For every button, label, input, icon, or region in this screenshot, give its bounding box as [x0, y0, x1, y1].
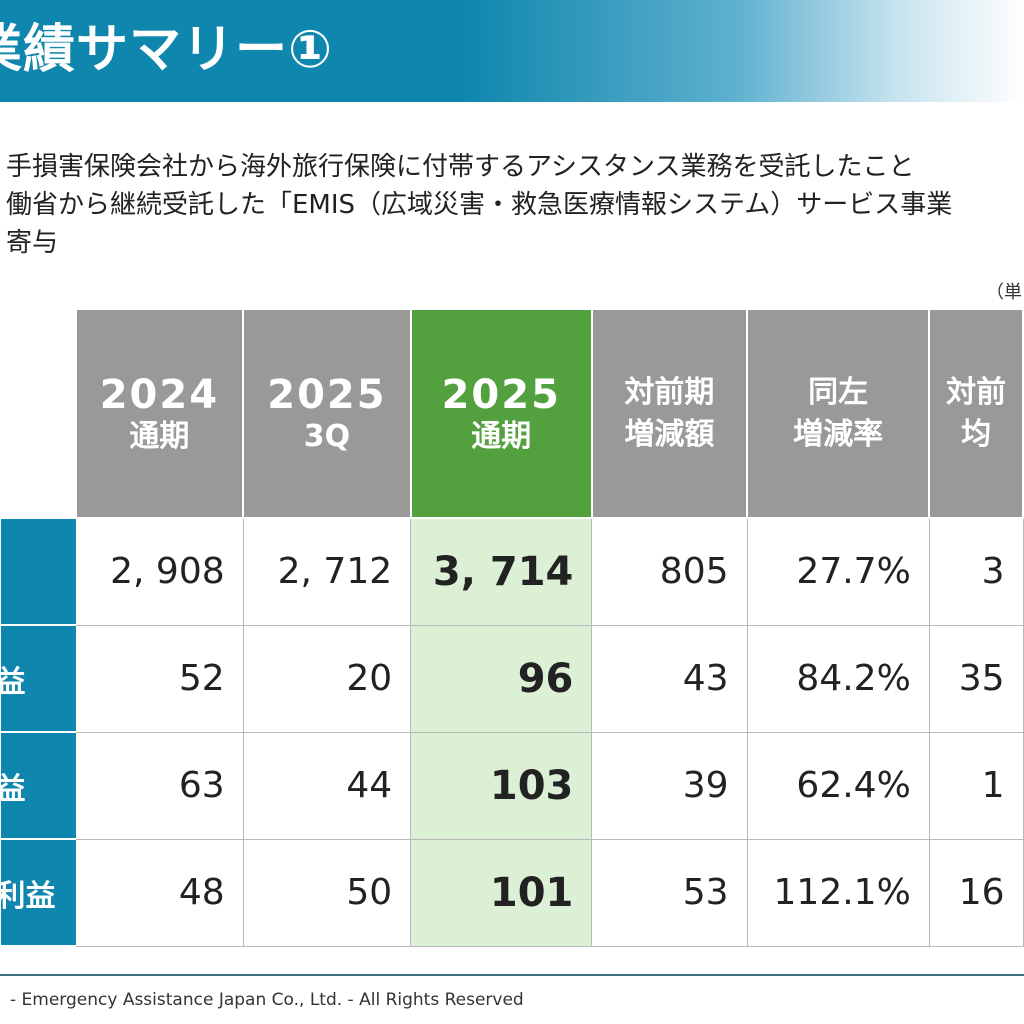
cell-change-rate: 112.1%	[746, 838, 930, 947]
header-year: 2025	[441, 371, 561, 418]
header-line-1: 同左	[808, 374, 869, 410]
cell-2024: 63	[75, 731, 244, 840]
cell-2024: 52	[75, 624, 244, 733]
cell-2024: 2, 908	[75, 517, 244, 626]
header-year: 2024	[99, 371, 220, 418]
header-line-2: 均	[961, 416, 992, 452]
title-banner: 業績サマリー①	[0, 0, 1024, 102]
cell-2025-full-year: 3, 714	[410, 517, 593, 626]
header-truncated-column: 対前 均	[928, 308, 1024, 519]
description-line-1: 手損害保険会社から海外旅行保険に付帯するアシスタンス業務を受託したこと	[6, 152, 915, 182]
cell-2024: 48	[75, 838, 244, 947]
header-line-2: 増減額	[624, 416, 715, 452]
description-line-2: 働省から継続受託した「EMIS（広域災害・救急医療情報システム）サービス事業	[6, 190, 953, 220]
cell-truncated: 35	[928, 624, 1024, 733]
description-line-3: 寄与	[6, 228, 59, 258]
cell-change-amount: 53	[591, 838, 748, 947]
copyright-footer: - Emergency Assistance Japan Co., Ltd. -…	[10, 990, 524, 1010]
cell-truncated: 16	[928, 838, 1024, 947]
row-label	[0, 517, 77, 626]
cell-2025-3q: 20	[242, 624, 412, 733]
table-row: 2, 908 2, 712 3, 714 805 27.7% 3	[0, 517, 1024, 626]
header-line-2: 増減率	[793, 416, 884, 452]
header-2024-full-year: 2024 通期	[74, 308, 245, 519]
header-yoy-change-rate: 同左 増減率	[746, 308, 931, 519]
row-label: 益	[0, 624, 77, 733]
cell-change-amount: 39	[591, 731, 748, 840]
table-row: 益 52 20 96 43 84.2% 35	[0, 624, 1024, 733]
row-label: 益	[0, 731, 77, 840]
cell-2025-3q: 44	[242, 731, 412, 840]
header-period: 通期	[129, 418, 190, 454]
header-line-1: 対前	[946, 374, 1007, 410]
row-label: 利益	[0, 838, 77, 947]
cell-2025-full-year: 96	[410, 624, 593, 733]
summary-table: 2024 通期 2025 3Q 2025 通期 対前期 増減額 同左 増減率	[0, 308, 1024, 947]
cell-truncated: 3	[928, 517, 1024, 626]
table-header-row: 2024 通期 2025 3Q 2025 通期 対前期 増減額 同左 増減率	[0, 308, 1024, 519]
header-period: 3Q	[303, 418, 351, 454]
cell-2025-full-year: 101	[410, 838, 593, 947]
header-year: 2025	[267, 371, 387, 418]
footer-divider	[0, 974, 1024, 976]
header-yoy-change-amount: 対前期 増減額	[590, 308, 749, 519]
unit-note: （単	[986, 282, 1022, 303]
cell-2025-full-year: 103	[410, 731, 593, 840]
cell-2025-3q: 2, 712	[242, 517, 412, 626]
header-2025-3q: 2025 3Q	[242, 308, 412, 519]
cell-change-rate: 84.2%	[746, 624, 930, 733]
header-blank-cell	[0, 308, 77, 519]
table-row: 益 63 44 103 39 62.4% 1	[0, 731, 1024, 840]
header-2025-full-year: 2025 通期	[409, 308, 593, 519]
cell-change-rate: 62.4%	[746, 731, 930, 840]
cell-change-rate: 27.7%	[746, 517, 930, 626]
header-period: 通期	[471, 418, 532, 454]
description-text: 手損害保険会社から海外旅行保険に付帯するアシスタンス業務を受託したこと 働省から…	[0, 148, 1024, 262]
cell-truncated: 1	[928, 731, 1024, 840]
table-row: 利益 48 50 101 53 112.1% 16	[0, 838, 1024, 947]
header-line-1: 対前期	[624, 374, 715, 410]
cell-2025-3q: 50	[242, 838, 412, 947]
cell-change-amount: 805	[591, 517, 748, 626]
page-title: 業績サマリー①	[0, 20, 334, 80]
summary-table-wrapper: 2024 通期 2025 3Q 2025 通期 対前期 増減額 同左 増減率	[0, 308, 1024, 947]
cell-change-amount: 43	[591, 624, 748, 733]
